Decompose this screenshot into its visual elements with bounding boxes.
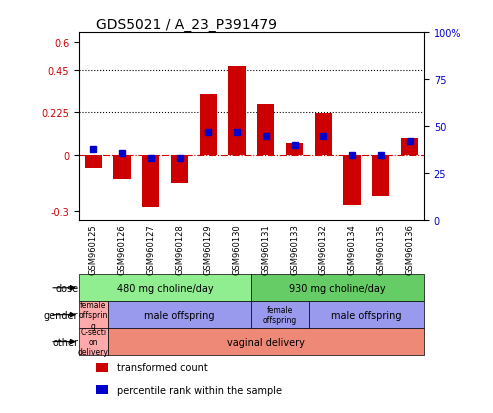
Bar [142, 155, 159, 208]
Bar [200, 95, 217, 155]
Bar [113, 155, 131, 180]
Bar [372, 155, 389, 197]
Text: other: other [52, 337, 78, 347]
Bar [315, 114, 332, 155]
Text: vaginal delivery: vaginal delivery [227, 337, 305, 347]
Bar [96, 363, 108, 372]
Bar [344, 155, 361, 206]
Bar [401, 138, 418, 155]
Text: GSM960125: GSM960125 [89, 224, 98, 274]
Text: female
offsprin
g: female offsprin g [78, 300, 108, 330]
Text: GSM960128: GSM960128 [175, 224, 184, 274]
Bar [251, 301, 309, 328]
Bar [286, 144, 303, 155]
Bar [171, 155, 188, 183]
Bar [251, 275, 424, 301]
Text: female
offspring: female offspring [263, 305, 297, 325]
Bar [85, 155, 102, 169]
Text: GSM960129: GSM960129 [204, 224, 213, 274]
Text: GSM960127: GSM960127 [146, 224, 155, 274]
Text: GDS5021 / A_23_P391479: GDS5021 / A_23_P391479 [96, 18, 277, 32]
Bar [257, 104, 275, 155]
Text: male offspring: male offspring [144, 310, 215, 320]
Bar [309, 301, 424, 328]
Text: GSM960130: GSM960130 [233, 224, 242, 274]
Text: percentile rank within the sample: percentile rank within the sample [117, 385, 282, 395]
Text: GSM960134: GSM960134 [348, 224, 356, 274]
Text: GSM960126: GSM960126 [117, 224, 127, 274]
Bar [79, 275, 251, 301]
Bar [96, 385, 108, 394]
Bar [79, 301, 107, 328]
Text: GSM960133: GSM960133 [290, 224, 299, 274]
Text: dose: dose [55, 283, 78, 293]
Text: gender: gender [44, 310, 78, 320]
Bar [79, 328, 107, 355]
Text: GSM960132: GSM960132 [319, 224, 328, 274]
Bar [107, 301, 251, 328]
Text: GSM960136: GSM960136 [405, 224, 414, 274]
Text: C-secti
on
delivery: C-secti on delivery [78, 327, 108, 356]
Text: 480 mg choline/day: 480 mg choline/day [117, 283, 213, 293]
Bar [228, 67, 246, 155]
Text: GSM960135: GSM960135 [376, 224, 386, 274]
Text: transformed count: transformed count [117, 363, 208, 373]
Text: 930 mg choline/day: 930 mg choline/day [289, 283, 386, 293]
Text: GSM960131: GSM960131 [261, 224, 270, 274]
Text: male offspring: male offspring [331, 310, 402, 320]
